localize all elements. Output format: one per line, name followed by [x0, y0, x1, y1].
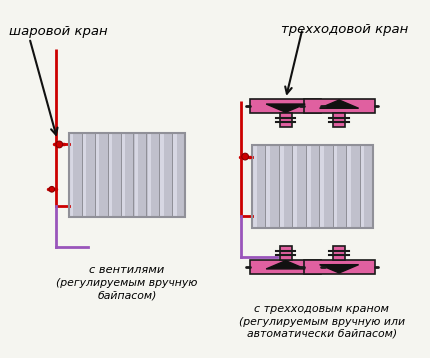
- Bar: [265, 145, 279, 228]
- Polygon shape: [319, 265, 359, 273]
- Bar: [108, 133, 120, 217]
- Polygon shape: [266, 104, 305, 112]
- Bar: [147, 133, 160, 217]
- Bar: [70, 134, 73, 216]
- Bar: [133, 133, 147, 217]
- Bar: [147, 134, 151, 216]
- Bar: [95, 134, 99, 216]
- Bar: [280, 146, 283, 227]
- Bar: [172, 133, 185, 217]
- Polygon shape: [250, 260, 321, 274]
- Bar: [83, 134, 86, 216]
- Text: автоматически байпасом): автоматически байпасом): [247, 329, 397, 339]
- Bar: [135, 134, 138, 216]
- Circle shape: [56, 141, 63, 148]
- Text: с трехходовым краном: с трехходовым краном: [254, 304, 389, 314]
- Bar: [252, 145, 265, 228]
- Text: байпасом): байпасом): [97, 291, 157, 301]
- Polygon shape: [304, 99, 375, 113]
- Bar: [359, 145, 373, 228]
- Polygon shape: [304, 260, 375, 274]
- Bar: [346, 145, 359, 228]
- Bar: [307, 146, 310, 227]
- Bar: [160, 134, 164, 216]
- Circle shape: [242, 153, 249, 160]
- Bar: [279, 145, 292, 228]
- Bar: [120, 133, 133, 217]
- Polygon shape: [280, 113, 292, 127]
- Text: с вентилями: с вентилями: [89, 265, 165, 275]
- Bar: [320, 146, 324, 227]
- Polygon shape: [319, 100, 359, 108]
- Bar: [266, 146, 270, 227]
- Text: трехходовой кран: трехходовой кран: [281, 23, 408, 36]
- Bar: [173, 134, 177, 216]
- Bar: [69, 133, 185, 217]
- Bar: [109, 134, 112, 216]
- Polygon shape: [250, 99, 321, 113]
- Bar: [95, 133, 108, 217]
- Bar: [319, 145, 333, 228]
- Polygon shape: [280, 246, 292, 260]
- Bar: [252, 145, 373, 228]
- Bar: [334, 146, 338, 227]
- Bar: [253, 146, 257, 227]
- Bar: [160, 133, 172, 217]
- Polygon shape: [333, 113, 345, 127]
- Text: (регулируемым вручную или: (регулируемым вручную или: [239, 317, 405, 327]
- Circle shape: [49, 187, 55, 192]
- Bar: [293, 146, 297, 227]
- Bar: [361, 146, 365, 227]
- Polygon shape: [333, 246, 345, 260]
- Bar: [122, 134, 125, 216]
- Text: (регулируемым вручную: (регулируемым вручную: [56, 279, 198, 289]
- Bar: [306, 145, 319, 228]
- Text: шаровой кран: шаровой кран: [9, 25, 108, 38]
- Bar: [347, 146, 351, 227]
- Bar: [82, 133, 95, 217]
- Bar: [333, 145, 346, 228]
- Bar: [69, 133, 82, 217]
- Polygon shape: [266, 261, 305, 269]
- Bar: [292, 145, 306, 228]
